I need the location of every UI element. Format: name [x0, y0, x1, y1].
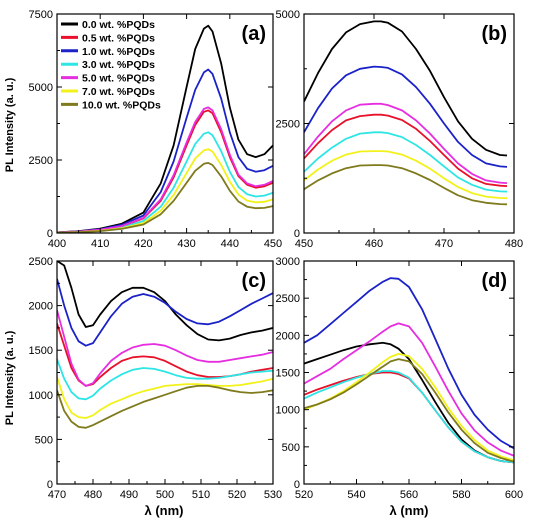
- series-line-0: [57, 24, 273, 233]
- legend-label: 5.0 wt. %PQDs: [82, 73, 155, 85]
- series-line-6: [304, 358, 514, 463]
- x-tick-label: 470: [435, 238, 453, 250]
- y-tick-label: 2500: [276, 293, 300, 305]
- legend-label: 10.0 wt. %PQDs: [82, 99, 161, 111]
- y-tick-label: 5000: [29, 82, 53, 94]
- x-tick-label: 600: [505, 489, 523, 501]
- series-line-3: [57, 358, 273, 401]
- x-tick-label: 520: [295, 489, 313, 501]
- x-tick-label: 480: [505, 238, 523, 250]
- y-axis-label-bottom: PL Intensity (a. u.): [4, 330, 16, 425]
- series-line-6: [57, 162, 273, 233]
- series-line-3: [304, 370, 514, 464]
- series-line-5: [304, 353, 514, 462]
- x-tick-label: 540: [347, 489, 365, 501]
- legend-label: 7.0 wt. %PQDs: [82, 86, 155, 98]
- x-tick-label: 490: [120, 489, 138, 501]
- series-line-2: [304, 277, 514, 450]
- x-tick-label: 410: [91, 238, 109, 250]
- x-tick-label: 560: [400, 489, 418, 501]
- x-axis-label-right: λ (nm): [390, 503, 429, 518]
- series-line-6: [304, 164, 508, 206]
- x-tick-label: 510: [192, 489, 210, 501]
- series-line-0: [57, 261, 273, 342]
- y-axis-label-top: PL Intensity (a. u.): [4, 77, 16, 172]
- panel-label: (c): [242, 270, 266, 292]
- x-tick-label: 450: [295, 238, 313, 250]
- y-tick-label: 1000: [29, 390, 53, 402]
- y-tick-label: 5000: [276, 9, 300, 21]
- series-line-1: [304, 113, 508, 187]
- y-tick-label: 1000: [276, 405, 300, 417]
- series-line-5: [304, 150, 508, 200]
- panel-label: (a): [242, 23, 266, 45]
- x-tick-label: 470: [48, 489, 66, 501]
- series-line-2: [304, 65, 508, 168]
- series-line-6: [57, 385, 273, 429]
- y-tick-label: 2000: [29, 301, 53, 313]
- legend-label: 0.5 wt. %PQDs: [82, 32, 155, 44]
- y-tick-label: 0: [47, 228, 53, 240]
- x-axis-label-left: λ (nm): [145, 503, 184, 518]
- y-tick-label: 2000: [276, 330, 300, 342]
- y-tick-label: 1500: [276, 368, 300, 380]
- y-tick-label: 1500: [29, 345, 53, 357]
- panel-0: 400 410 420 430 440 450 0 2500 5000 7500 (a): [29, 9, 283, 250]
- x-tick-label: 500: [156, 489, 174, 501]
- y-tick-label: 500: [35, 434, 53, 446]
- y-tick-label: 0: [294, 228, 300, 240]
- panel-label: (b): [481, 23, 507, 45]
- x-tick-label: 430: [177, 238, 195, 250]
- x-tick-label: 530: [264, 489, 282, 501]
- panel-label: (d): [481, 270, 507, 292]
- series-line-1: [57, 323, 273, 387]
- x-tick-label: 420: [134, 238, 152, 250]
- y-tick-label: 0: [47, 479, 53, 491]
- x-tick-label: 480: [84, 489, 102, 501]
- x-tick-label: 580: [452, 489, 470, 501]
- legend-label: 3.0 wt. %PQDs: [82, 59, 155, 71]
- x-tick-label: 400: [48, 238, 66, 250]
- x-tick-label: 520: [228, 489, 246, 501]
- x-tick-label: 450: [264, 238, 282, 250]
- y-tick-label: 2500: [29, 155, 53, 167]
- series-line-4: [304, 322, 514, 457]
- series-line-4: [304, 102, 508, 184]
- x-tick-label: 460: [365, 238, 383, 250]
- x-tick-label: 440: [221, 238, 239, 250]
- series-line-2: [57, 278, 273, 347]
- panel-1: 450 460 470 480 0 2500 5000 (b): [276, 9, 524, 250]
- panel-3: 520 540 560 580 600 0 500 1000 1500 2000 2500 3000 (…: [276, 256, 524, 501]
- y-tick-label: 7500: [29, 9, 53, 21]
- series-line-0: [304, 20, 508, 157]
- y-tick-label: 500: [282, 442, 300, 454]
- y-tick-label: 3000: [276, 256, 300, 268]
- y-tick-label: 2500: [276, 119, 300, 131]
- y-tick-label: 2500: [29, 256, 53, 268]
- series-line-4: [57, 309, 273, 387]
- y-tick-label: 0: [294, 479, 300, 491]
- series-line-5: [57, 376, 273, 419]
- series-line-3: [304, 131, 508, 193]
- panel-2: 470 480 490 500 510 520 530 0 500 1000 1500 2000 250…: [29, 256, 283, 501]
- legend-label: 1.0 wt. %PQDs: [82, 46, 155, 58]
- plot-frame: [303, 260, 515, 485]
- series-line-4: [57, 106, 273, 233]
- legend-label: 0.0 wt. %PQDs: [82, 19, 155, 31]
- series-line-2: [57, 68, 273, 233]
